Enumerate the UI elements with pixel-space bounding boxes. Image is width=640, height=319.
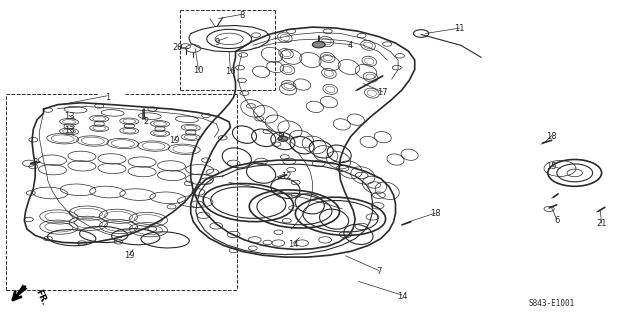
Text: S843-E1001: S843-E1001 [529,299,575,308]
Text: 4: 4 [348,41,353,50]
Text: 5: 5 [278,133,283,142]
Text: 18: 18 [547,132,557,141]
Text: 9: 9 [215,38,220,47]
Text: 19: 19 [124,251,134,260]
Text: 1: 1 [105,93,110,102]
Text: 11: 11 [454,24,465,33]
Text: 13: 13 [64,126,74,135]
Text: 14: 14 [288,240,298,249]
Text: 3: 3 [33,158,38,167]
Text: 17: 17 [378,88,388,97]
Text: 19: 19 [169,137,179,145]
Text: 12: 12 [281,172,291,181]
Text: 18: 18 [430,209,440,218]
Circle shape [278,136,288,141]
Text: 15: 15 [547,162,557,171]
Text: 10: 10 [193,66,204,75]
Text: 8: 8 [239,11,244,20]
Text: 6: 6 [554,216,559,225]
Text: FR.: FR. [33,288,49,307]
Text: 13: 13 [64,112,74,121]
Text: 21: 21 [596,219,607,228]
Circle shape [312,41,325,48]
Text: 20: 20 [173,43,183,52]
Text: 14: 14 [397,292,407,300]
Text: 16: 16 [225,67,236,76]
Text: 2: 2 [143,117,148,126]
Text: 7: 7 [376,267,381,276]
